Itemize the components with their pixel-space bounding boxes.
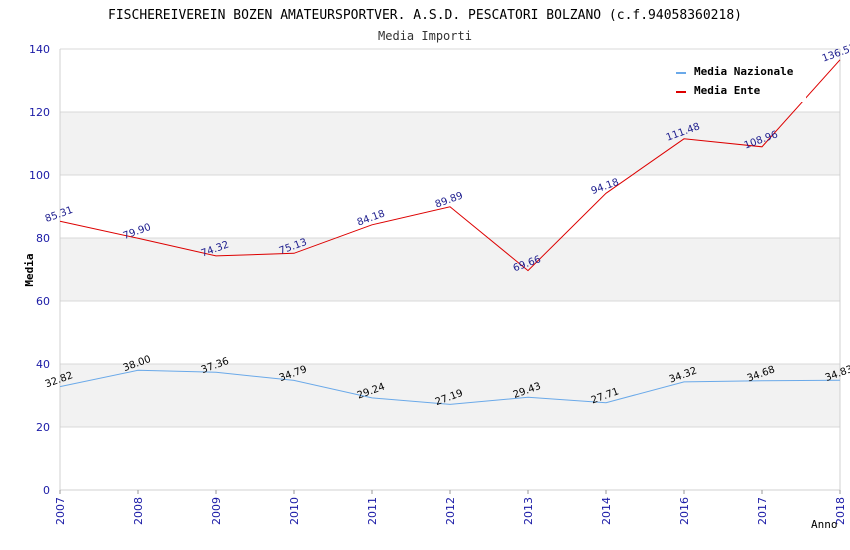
- x-tick-label: 2012: [444, 497, 457, 525]
- y-tick-label: 60: [36, 295, 50, 308]
- data-label: 136.57: [821, 42, 850, 64]
- x-tick-labels: 2007 2008 2009 2010 2011 2012 2013 2014 2016 2017…: [54, 497, 847, 525]
- x-tick-label: 2011: [366, 497, 379, 525]
- plot-band: [60, 364, 840, 427]
- series-lines: [59, 59, 841, 405]
- y-tick-label: 100: [29, 169, 50, 182]
- plot-band: [60, 112, 840, 175]
- legend-label: Media Ente: [694, 84, 761, 97]
- legend-background: [666, 60, 806, 102]
- legend: Media Nazionale Media Ente: [666, 60, 806, 102]
- x-axis-label: Anno: [811, 518, 838, 531]
- series-line-media-nazionale: [59, 369, 841, 405]
- y-tick-label: 0: [43, 484, 50, 497]
- data-label: 85.31: [44, 205, 75, 225]
- y-tick-label: 20: [36, 421, 50, 434]
- y-tick-labels: 0 20 40 60 80 100 120 140: [29, 43, 50, 497]
- gridlines: [60, 48, 840, 491]
- x-tick-label: 2018: [834, 497, 847, 525]
- y-tick-label: 80: [36, 232, 50, 245]
- x-tick-label: 2009: [210, 497, 223, 525]
- x-tick-label: 2014: [600, 497, 613, 525]
- chart-title: FISCHEREIVEREIN BOZEN AMATEURSPORTVER. A…: [108, 8, 742, 23]
- plot-band: [60, 238, 840, 301]
- x-tick-label: 2010: [288, 497, 301, 525]
- plot-bands: [60, 112, 840, 427]
- legend-label: Media Nazionale: [694, 65, 794, 78]
- x-tick-label: 2017: [756, 497, 769, 525]
- x-tick-label: 2016: [678, 497, 691, 525]
- x-tick-label: 2013: [522, 497, 535, 525]
- data-label: 89.89: [434, 190, 465, 210]
- y-tick-label: 140: [29, 43, 50, 56]
- y-tick-label: 120: [29, 106, 50, 119]
- chart-subtitle: Media Importi: [378, 29, 472, 43]
- axes: [59, 49, 841, 494]
- x-tick-label: 2008: [132, 497, 145, 525]
- y-tick-label: 40: [36, 358, 50, 371]
- y-axis-label: Media: [23, 253, 36, 286]
- series-line-media-ente: [59, 59, 841, 272]
- x-tick-label: 2007: [54, 497, 67, 525]
